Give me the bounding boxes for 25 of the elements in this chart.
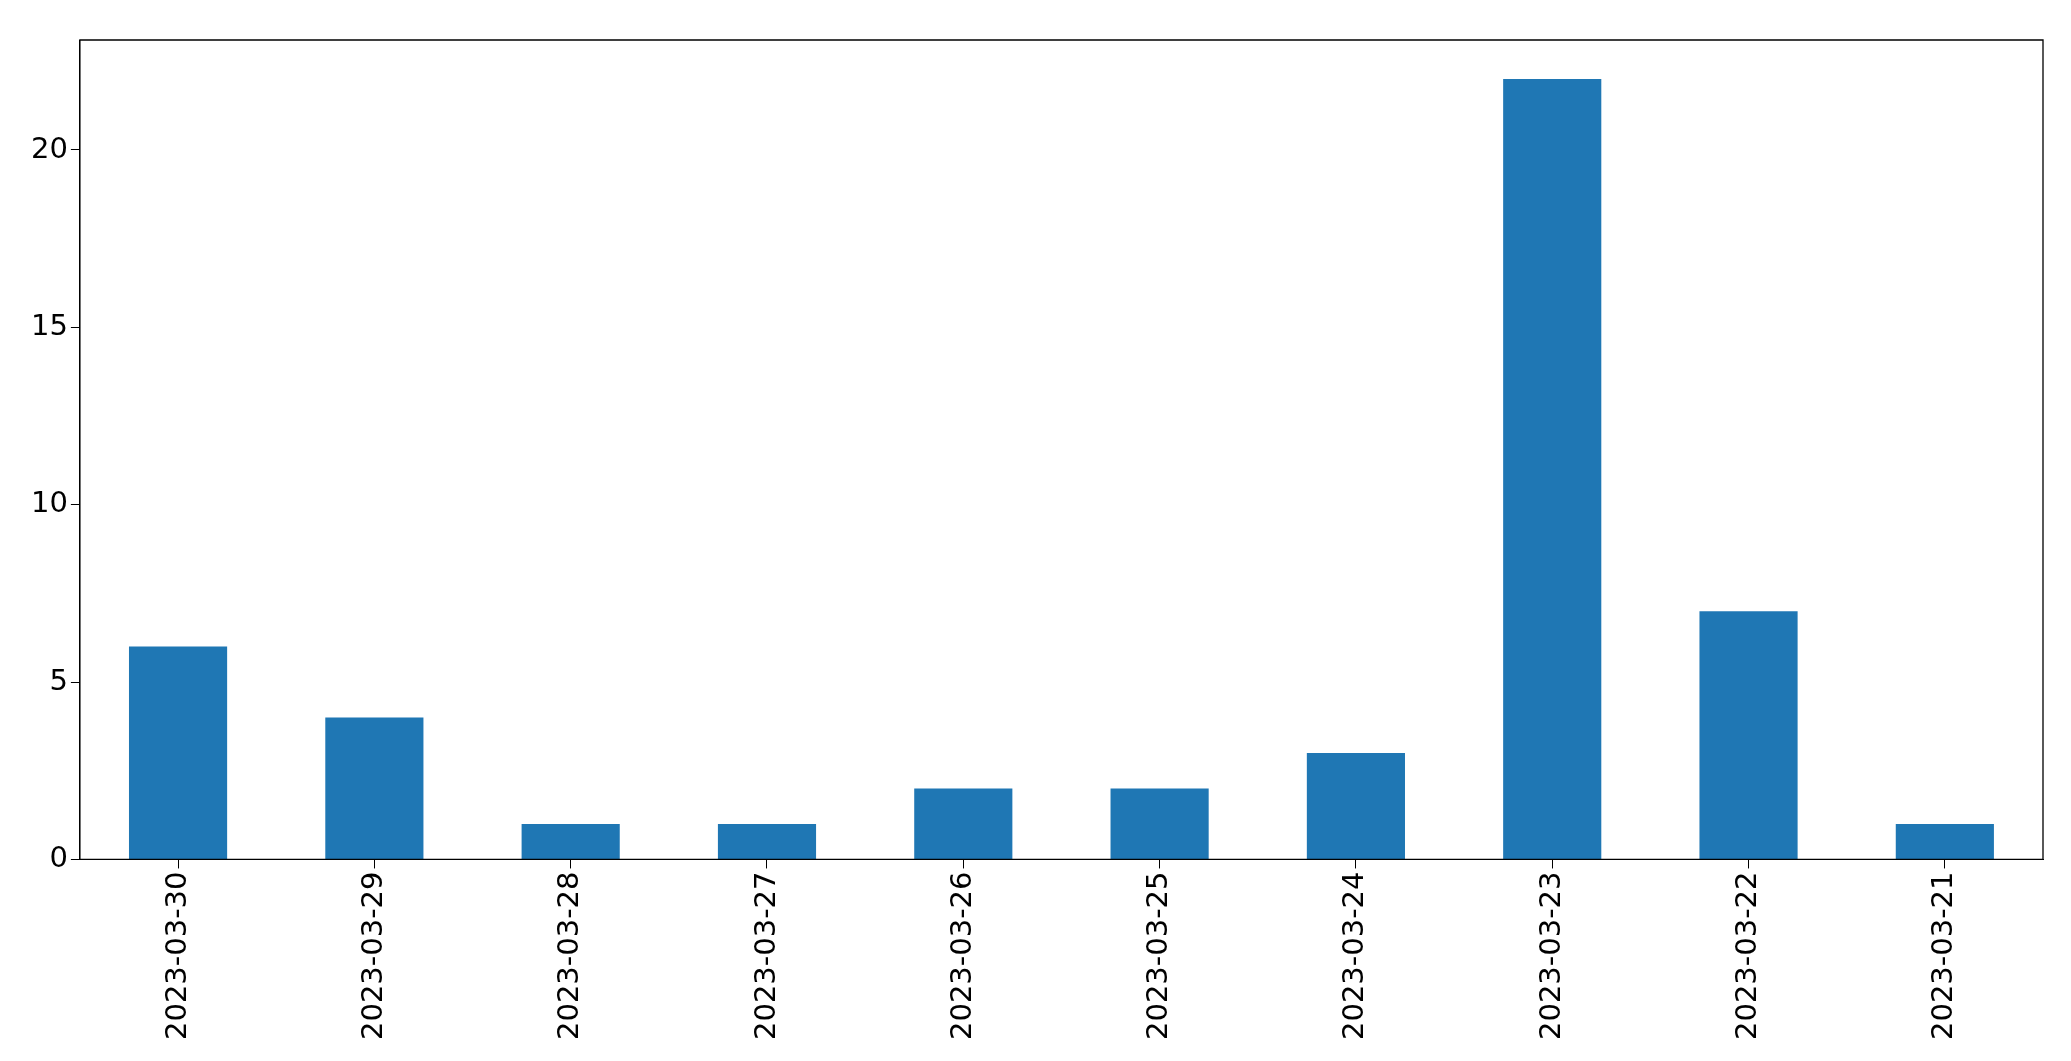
bar	[1503, 79, 1602, 859]
bar	[914, 788, 1013, 859]
y-tick-label: 20	[31, 130, 68, 165]
y-tick-label: 5	[49, 662, 68, 697]
x-tick-label: 2023-03-25	[1140, 871, 1175, 1041]
bar	[1306, 753, 1405, 859]
bar	[1110, 788, 1209, 859]
bar	[1699, 611, 1798, 859]
x-tick-label: 2023-03-24	[1336, 871, 1371, 1041]
bar	[325, 717, 424, 859]
y-tick-label: 0	[49, 840, 68, 874]
x-tick-label: 2023-03-26	[943, 871, 978, 1041]
bar	[521, 823, 620, 859]
x-tick-label: 2023-03-29	[354, 871, 389, 1041]
bar	[1895, 823, 1994, 859]
x-tick-label: 2023-03-27	[747, 871, 782, 1041]
bar	[128, 646, 228, 859]
x-tick-label: 2023-03-23	[1532, 871, 1567, 1041]
y-tick-label: 15	[31, 307, 68, 342]
x-tick-label: 2023-03-22	[1729, 871, 1764, 1041]
x-tick-label: 2023-03-28	[551, 871, 586, 1041]
x-tick-label: 2023-03-30	[158, 871, 193, 1041]
bar	[717, 823, 817, 859]
x-tick-label: 2023-03-21	[1925, 871, 1960, 1041]
y-tick-label: 10	[31, 485, 68, 520]
